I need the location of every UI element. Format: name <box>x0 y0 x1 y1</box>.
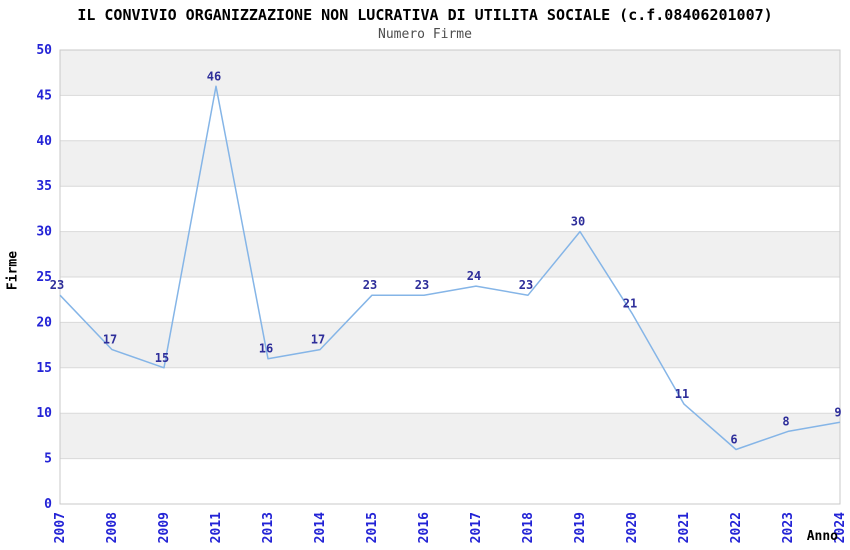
data-point-label: 17 <box>103 333 117 347</box>
data-point-label: 23 <box>50 278 64 292</box>
y-tick-label: 45 <box>36 88 52 103</box>
grid-band <box>60 413 840 459</box>
data-point-label: 23 <box>415 278 429 292</box>
data-point-label: 9 <box>834 405 841 419</box>
y-tick-label: 0 <box>44 497 52 512</box>
y-tick-label: 25 <box>36 270 52 285</box>
data-point-label: 11 <box>675 387 689 401</box>
data-point-label: 15 <box>155 351 169 365</box>
y-tick-label: 10 <box>36 406 52 421</box>
x-tick-label: 2017 <box>469 512 484 543</box>
x-tick-label: 2016 <box>417 512 432 543</box>
x-axis-label: Anno <box>806 529 838 544</box>
x-tick-label: 2024 <box>833 512 848 543</box>
x-tick-label: 2008 <box>105 512 120 543</box>
y-tick-label: 50 <box>36 43 52 58</box>
x-tick-label: 2023 <box>781 512 796 543</box>
grid-band <box>60 322 840 368</box>
data-series-line <box>59 85 841 451</box>
data-point-label: 21 <box>623 296 637 310</box>
y-tick-label: 20 <box>36 315 52 330</box>
y-tick-label: 35 <box>36 179 52 194</box>
x-tick-label: 2009 <box>157 512 172 543</box>
data-point-label: 8 <box>782 414 789 428</box>
y-tick-label: 40 <box>36 134 52 149</box>
data-point-label: 16 <box>259 342 273 356</box>
x-tick-label: 2015 <box>365 512 380 543</box>
y-tick-label: 5 <box>44 452 52 467</box>
x-tick-label: 2018 <box>521 512 536 543</box>
chart-subtitle: Numero Firme <box>378 27 472 42</box>
data-point-label: 46 <box>207 69 221 83</box>
x-tick-label: 2013 <box>261 512 276 543</box>
grid-band <box>60 50 840 96</box>
x-tick-label: 2011 <box>209 512 224 543</box>
x-tick-label: 2019 <box>573 512 588 543</box>
x-tick-label: 2014 <box>313 512 328 543</box>
chart-title: IL CONVIVIO ORGANIZZAZIONE NON LUCRATIVA… <box>77 6 773 24</box>
data-point-label: 23 <box>519 278 533 292</box>
y-tick-label: 30 <box>36 225 52 240</box>
x-tick-label: 2022 <box>729 512 744 543</box>
grid-band <box>60 140 840 187</box>
data-point-label: 17 <box>311 333 325 347</box>
x-tick-label: 2007 <box>53 512 68 543</box>
x-tick-label: 2021 <box>677 512 692 543</box>
plot-border <box>59 49 841 505</box>
data-point-label: 24 <box>467 269 481 283</box>
grid-band <box>60 231 840 277</box>
y-tick-label: 15 <box>36 361 52 376</box>
data-point-label: 30 <box>571 215 585 229</box>
data-point-label: 23 <box>363 278 377 292</box>
data-point-label: 6 <box>730 433 737 447</box>
x-tick-label: 2020 <box>625 512 640 543</box>
